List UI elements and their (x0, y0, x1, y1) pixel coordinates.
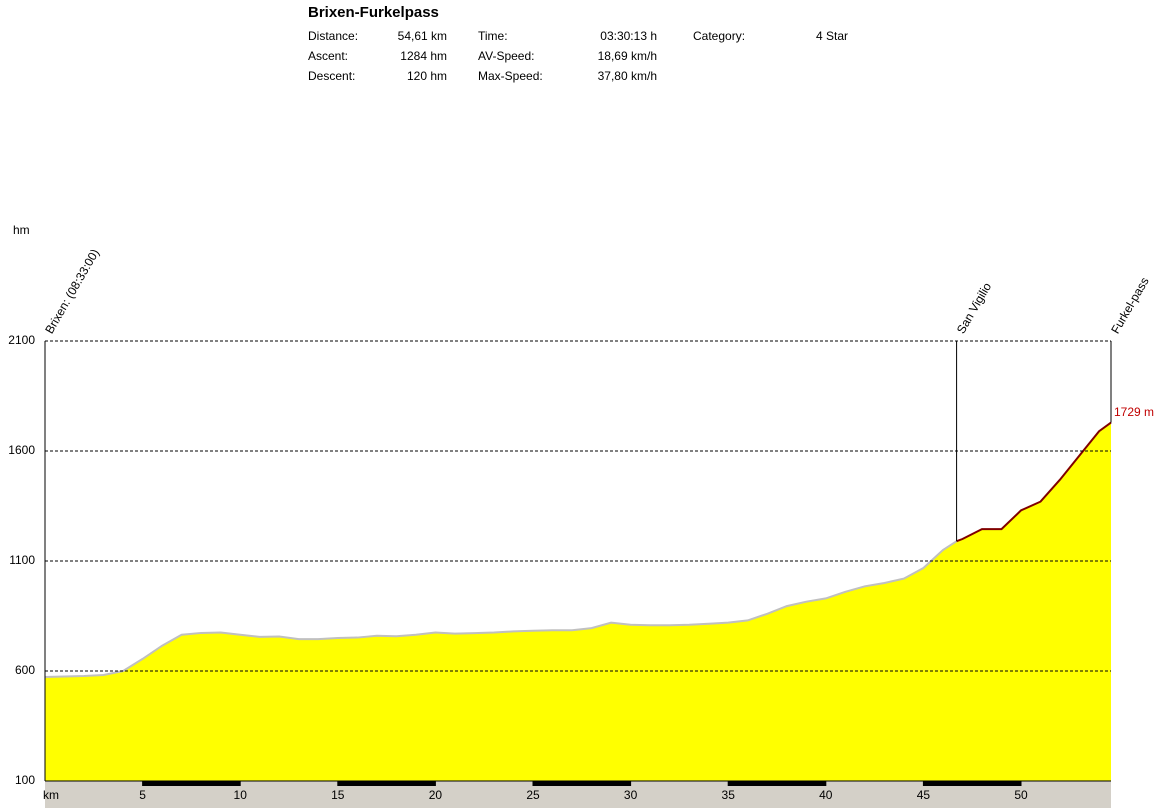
stat-value: 37,80 km/h (598, 69, 657, 83)
x-tick-label: 50 (1014, 788, 1028, 802)
x-tick-label: 5 (139, 788, 146, 802)
marker-label: Furkel-pass (1108, 275, 1151, 336)
end-label: 1729 m (1114, 405, 1154, 419)
y-tick-label: 2100 (8, 333, 35, 347)
profile-line (44, 540, 958, 678)
x-tick-label: 40 (819, 788, 833, 802)
y-tick-label: 1100 (9, 553, 35, 567)
marker-label: San Vigilio (954, 280, 995, 336)
title: Brixen-Furkelpass (308, 4, 439, 21)
stat-value: 54,61 km (398, 29, 447, 43)
y-tick-label: 100 (15, 773, 35, 787)
x-tick-label: 10 (234, 788, 248, 802)
stat-label: AV-Speed: (478, 49, 534, 63)
stat-value: 1284 hm (400, 49, 447, 63)
x-tick-label: 35 (722, 788, 736, 802)
scale-band (142, 781, 241, 786)
stat-label: Max-Speed: (478, 69, 543, 83)
y-axis-label: hm (13, 223, 30, 237)
stat-label: Distance: (308, 29, 358, 43)
scale-band (533, 781, 631, 786)
stat-value: 03:30:13 h (600, 29, 657, 43)
scale-band (728, 781, 826, 786)
elevation-area (45, 422, 1111, 781)
stat-label: Time: (478, 29, 508, 43)
stat-label: Category: (693, 29, 745, 43)
x-tick-label: 15 (331, 788, 345, 802)
stat-label: Ascent: (308, 49, 348, 63)
y-tick-label: 1600 (8, 443, 35, 457)
stat-value: 4 Star (816, 29, 848, 43)
x-tick-label: 20 (429, 788, 443, 802)
y-tick-label: 600 (15, 663, 35, 677)
scale-band (337, 781, 436, 786)
x-tick-label: 25 (526, 788, 540, 802)
marker-label: Brixen: (08:33:00) (42, 246, 102, 336)
stat-label: Descent: (308, 69, 355, 83)
stat-value: 120 hm (407, 69, 447, 83)
x-tick-label: 30 (624, 788, 638, 802)
x-axis-label: km (43, 788, 59, 802)
climb-line (956, 421, 1112, 543)
x-tick-label: 45 (917, 788, 931, 802)
scale-band (923, 781, 1022, 786)
stat-value: 18,69 km/h (598, 49, 657, 63)
